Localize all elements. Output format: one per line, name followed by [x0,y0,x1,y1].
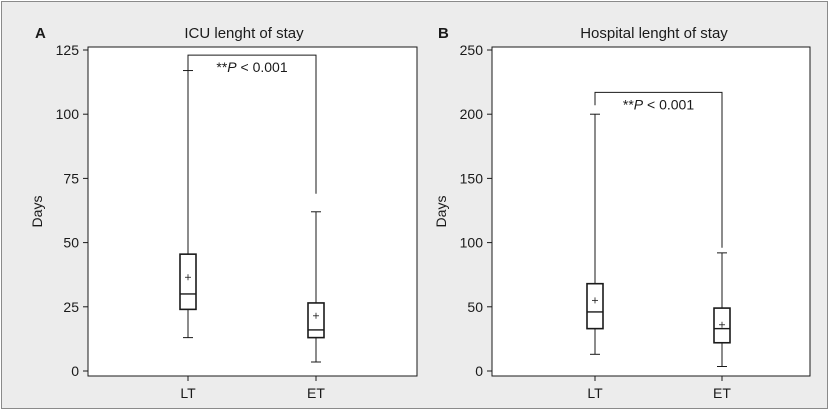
x-tick-label: ET [713,385,731,401]
y-tick-label: 50 [467,299,483,315]
y-axis-label: Days [433,196,449,228]
chart-panel-b: B Hospital lenght of stay Days 0 50 100 150 200… [433,25,811,401]
box-lt [179,70,197,339]
y-tick-label: 25 [63,299,79,315]
y-tick-label: 200 [460,106,484,122]
panel-letter: A [35,25,46,42]
y-tick-label: 75 [63,170,79,186]
y-tick-label: 0 [71,363,79,379]
y-tick-label: 100 [56,106,80,122]
box-et [307,211,325,363]
box-et [713,252,731,368]
iqr-box [307,302,325,339]
panel-letter: B [438,25,449,42]
chart-title: ICU lenght of stay [184,25,304,42]
iqr-box [179,253,197,311]
box-lt [586,113,604,355]
significance-bracket [594,91,723,248]
y-tick-label: 0 [475,363,483,379]
chart-panel-a: A ICU lenght of stay Days 0 25 50 75 100 125 LT ET… [29,25,418,401]
x-tick-label: LT [180,385,196,401]
significance-label: **P < 0.001 [216,59,287,75]
x-tick-label: ET [307,385,325,401]
significance-bracket [187,54,317,194]
x-tick-label: LT [587,385,603,401]
y-tick-label: 50 [63,235,79,251]
y-tick-label: 150 [460,170,484,186]
y-tick-label: 100 [460,235,484,251]
iqr-box [586,282,604,330]
significance-label: **P < 0.001 [623,96,694,112]
plot-area [87,46,418,377]
plot-area [491,46,811,377]
y-tick-label: 250 [460,42,484,58]
y-axis-label: Days [29,196,45,228]
chart-title: Hospital lenght of stay [580,25,728,42]
y-tick-label: 125 [56,42,80,58]
